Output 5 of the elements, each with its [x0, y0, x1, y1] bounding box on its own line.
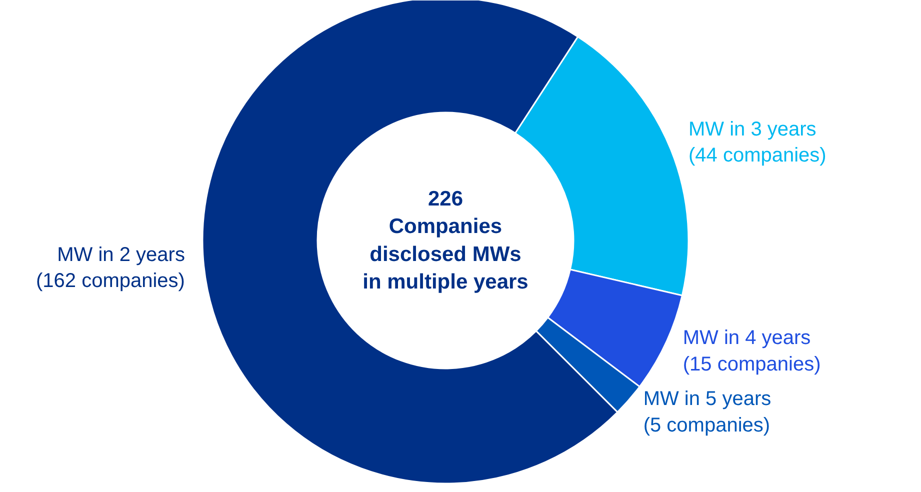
slice-label: MW in 3 years (44 companies) [688, 118, 826, 167]
slice-label: MW in 4 years (15 companies) [682, 327, 821, 376]
text: 226 Companies disclosed MWs in multiple years [362, 188, 528, 294]
slice-label: MW in 2 years (162 companies) [36, 244, 185, 292]
slice-label: MW in 5 years (5 companies) [643, 388, 772, 436]
